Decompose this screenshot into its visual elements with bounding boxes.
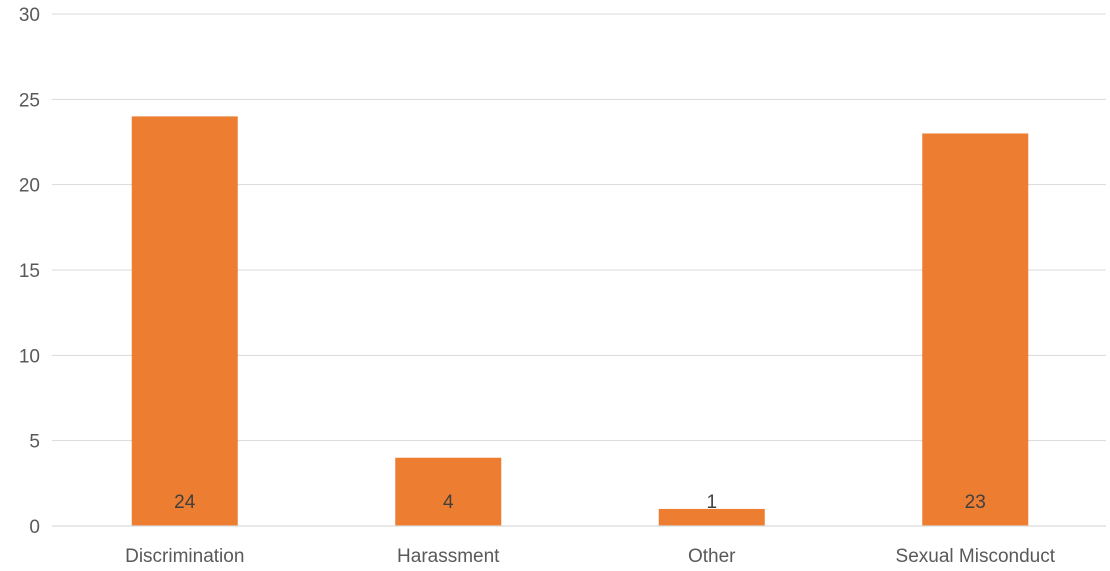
- category-label: Sexual Misconduct: [896, 546, 1056, 567]
- data-label: 1: [706, 492, 717, 513]
- bar-other: [658, 508, 765, 526]
- category-label: Harassment: [397, 546, 500, 567]
- y-tick-label: 15: [19, 261, 40, 282]
- y-tick-label: 20: [19, 176, 40, 197]
- y-axis: 0 5 10 15 20 25 30: [19, 5, 40, 538]
- bar-sexual-misconduct: [922, 133, 1029, 526]
- x-axis: Discrimination Harassment Other Sexual Misc…: [52, 525, 1106, 567]
- bar-discrimination: [131, 116, 238, 527]
- data-labels: 24 4 1 23: [174, 492, 986, 513]
- y-tick-label: 0: [29, 517, 40, 538]
- category-label: Discrimination: [125, 546, 244, 567]
- data-label: 4: [443, 492, 454, 513]
- data-label: 24: [174, 492, 196, 513]
- bar-harassment: [395, 457, 502, 526]
- bars: [131, 116, 1029, 527]
- y-tick-label: 5: [29, 432, 40, 453]
- y-tick-label: 25: [19, 90, 40, 111]
- y-tick-label: 10: [19, 346, 40, 367]
- y-tick-label: 30: [19, 5, 40, 26]
- category-label: Other: [688, 546, 736, 567]
- data-label: 23: [965, 492, 986, 513]
